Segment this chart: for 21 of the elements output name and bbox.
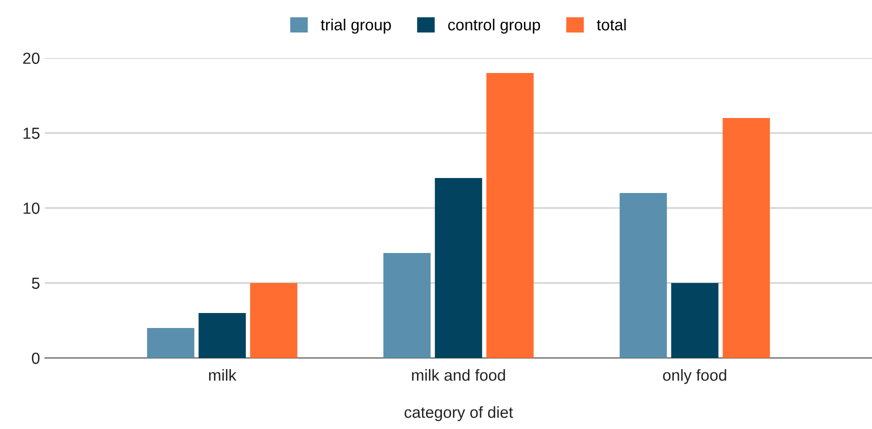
x-axis-title: category of diet [404,406,513,422]
bar [486,73,534,358]
y-tick-label: 0 [32,352,40,364]
bar [434,178,482,358]
bar [671,283,718,358]
y-tick-label: 15 [24,128,40,139]
y-tick-label: 5 [32,278,40,289]
bar [620,193,667,358]
bar [147,328,194,358]
bar [722,118,770,358]
bar [198,313,246,358]
x-tick-label: milk [209,369,236,381]
y-tick-label: 20 [23,52,40,64]
legend-label: trial group [320,18,391,34]
y-tick-label: 10 [24,202,40,214]
x-tick-label: milk and food [412,369,505,381]
legend-label: control group [448,18,540,34]
x-tick-label: only food [663,369,726,384]
bar [383,253,431,358]
bar [250,283,298,358]
legend-label: total [596,18,626,30]
